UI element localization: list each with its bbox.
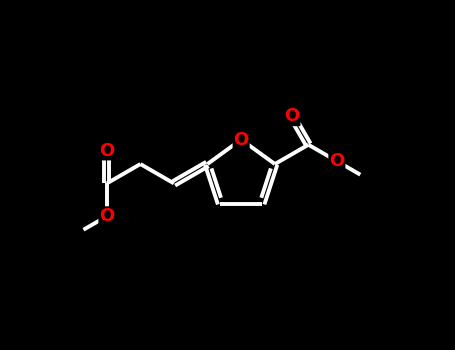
Text: O: O [99,141,115,160]
Text: O: O [329,152,344,170]
Text: O: O [99,207,115,225]
Text: O: O [284,107,299,125]
Text: O: O [233,131,249,148]
